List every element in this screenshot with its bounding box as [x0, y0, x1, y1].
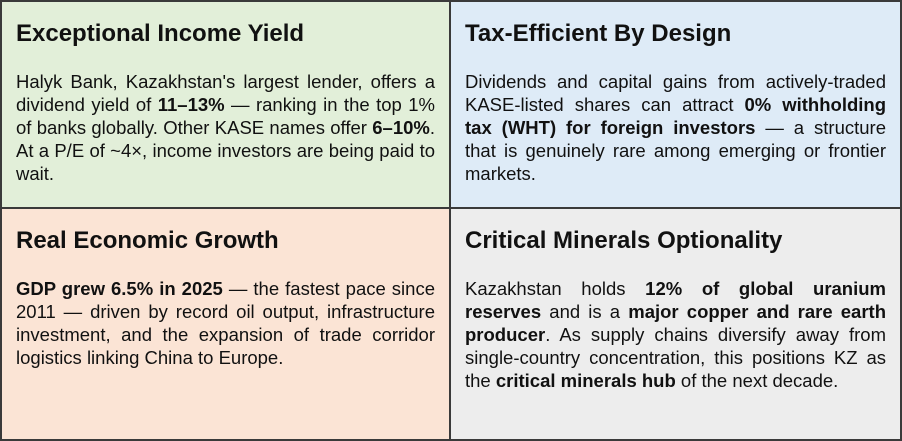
body-text: Dividends and capital gains from activel… — [465, 71, 886, 115]
body-text: — the fastest pace since 2011 — driven b… — [16, 278, 435, 368]
card-body: Halyk Bank, Kazakhstan's largest lender,… — [16, 70, 435, 185]
card-body: Dividends and capital gains from activel… — [465, 70, 886, 185]
card-title: Real Economic Growth — [16, 227, 279, 254]
body-text: . At a P/E of ~4×, income investors are … — [16, 117, 435, 184]
body-text: and is a — [541, 301, 629, 322]
body-text: . As supply chains diversify away from s… — [465, 324, 886, 391]
card-body: GDP grew 6.5% in 2025 — the fastest pace… — [16, 277, 435, 369]
body-highlight: 0% withholding tax (WHT) for foreign inv… — [465, 94, 886, 138]
body-highlight: GDP grew 6.5% in 2025 — [16, 278, 223, 299]
body-text: — ranking in the top 1% of banks globall… — [16, 94, 435, 138]
card-body: Kazakhstan holds 12% of global uranium r… — [465, 277, 886, 392]
body-highlight: major copper and rare earth producer — [465, 301, 886, 345]
card-title: Critical Minerals Optionality — [465, 227, 783, 254]
body-highlight: 11–13% — [157, 94, 225, 115]
body-highlight: critical minerals hub — [495, 370, 676, 391]
body-text: Halyk Bank, Kazakhstan's largest lender,… — [16, 71, 435, 115]
body-highlight: 12% of global uranium reserves — [465, 278, 887, 322]
card-title: Tax-Efficient By Design — [465, 20, 732, 47]
body-text: Kazakhstan holds — [465, 278, 646, 299]
body-highlight: 6–10% — [372, 117, 430, 138]
body-text: of the next decade. — [675, 370, 839, 391]
body-text: — a structure that is genuinely rare amo… — [465, 117, 886, 184]
card-title: Exceptional Income Yield — [16, 20, 305, 47]
feature-card: Exceptional Income Yield Halyk Bank, Kaza… — [2, 2, 451, 209]
feature-card: Real Economic Growth GDP grew 6.5% in 202… — [2, 209, 451, 439]
feature-card: Critical Minerals Optionality Kazakhstan … — [451, 209, 900, 439]
feature-card: Tax-Efficient By Design Dividends and cap… — [451, 2, 900, 209]
